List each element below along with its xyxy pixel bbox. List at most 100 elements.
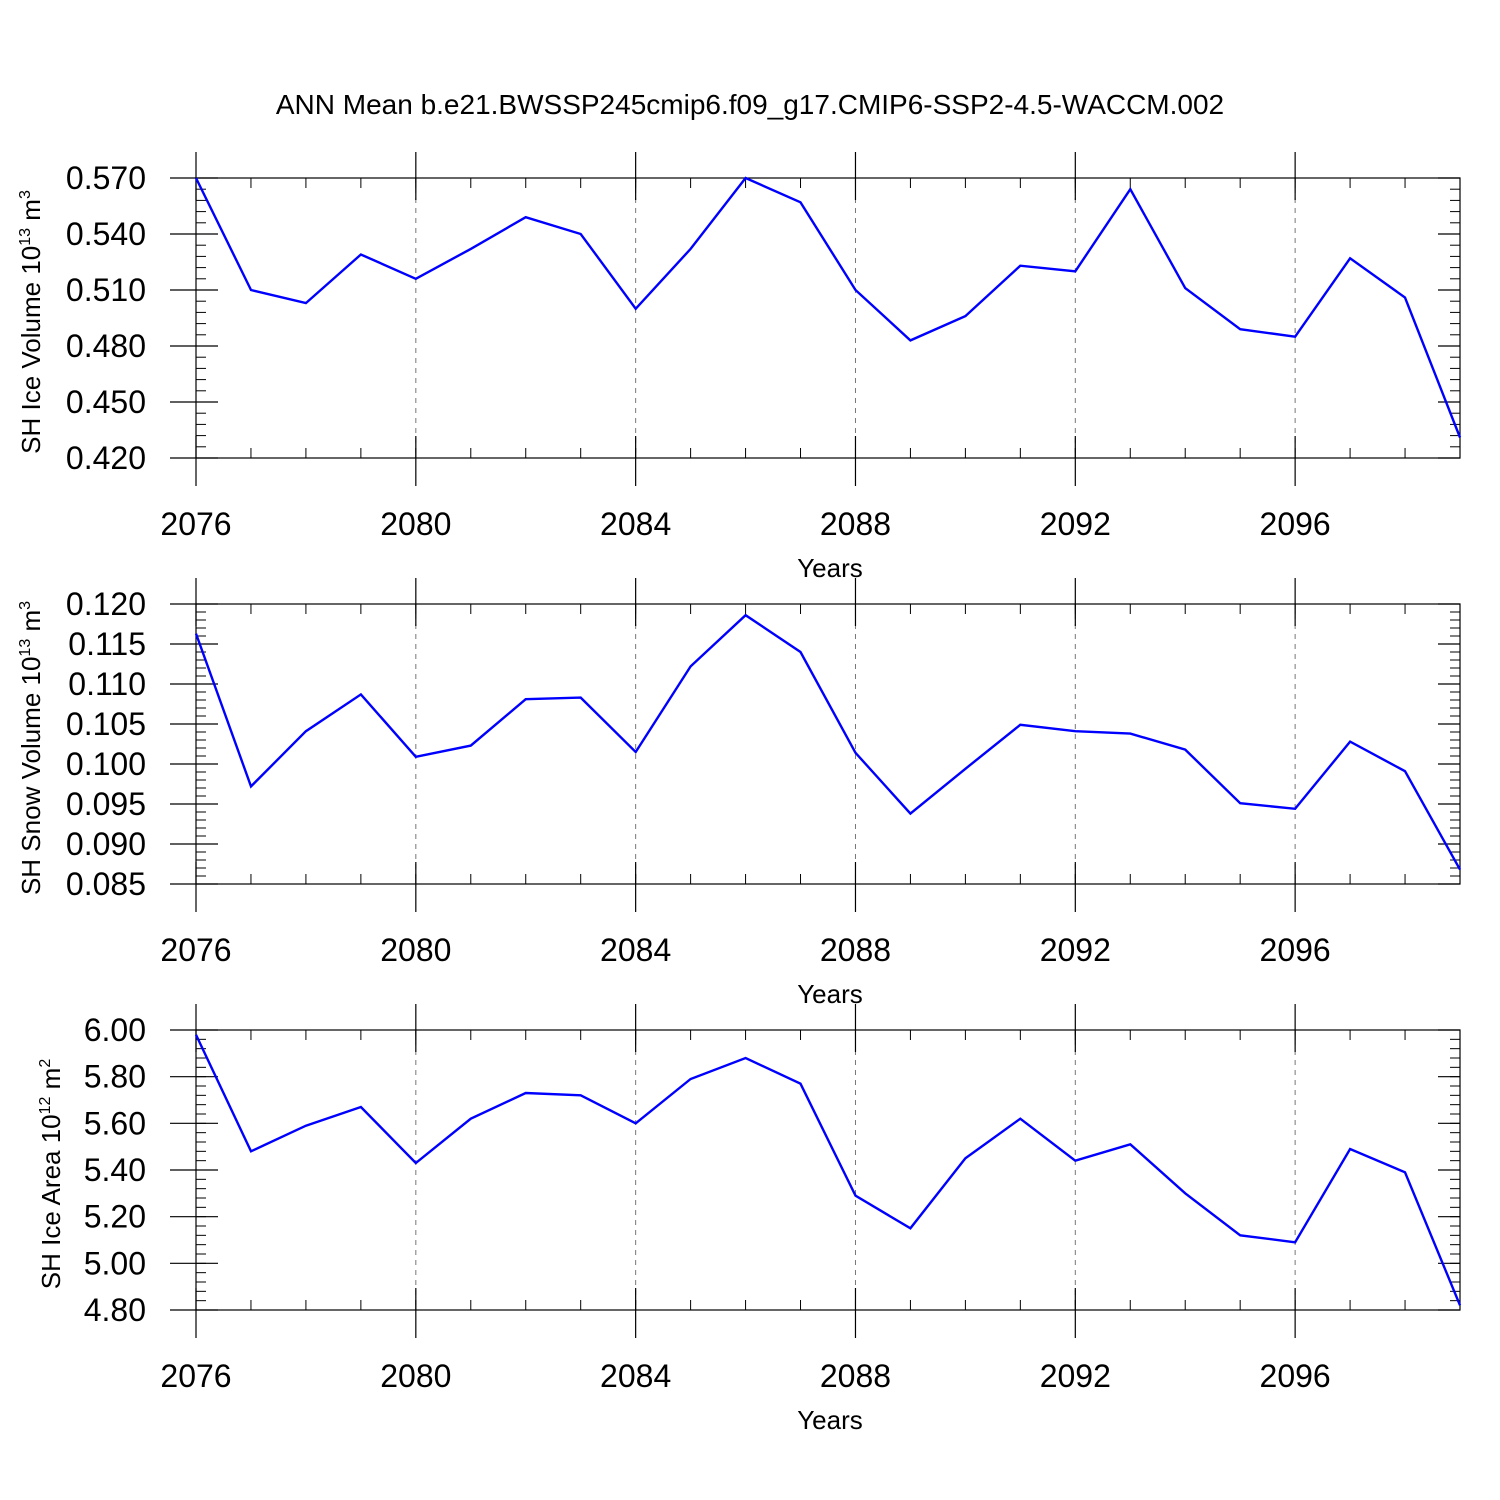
data-point [799,650,803,654]
data-point [469,247,473,251]
data-point [249,288,253,292]
y-tick-label: 4.80 [84,1292,146,1328]
data-point [1018,264,1022,268]
data-point [414,1161,418,1165]
data-point [1458,435,1462,439]
x-tick-label: 2076 [160,1358,231,1394]
y-tick-label: 0.110 [68,666,146,702]
y-axis-title-part: SH Ice Area 10 [36,1114,66,1289]
y-axis-title-part: m [16,610,46,639]
x-tick-label: 2084 [600,1358,671,1394]
y-tick-label: 0.085 [66,866,146,902]
y-axis-title-part: 12 [37,1096,54,1114]
data-point [744,176,748,180]
series-line [194,613,1462,871]
data-point [304,729,308,733]
data-point [1128,187,1132,191]
data-point [634,750,638,754]
data-point [799,200,803,204]
y-tick-label: 0.105 [66,706,146,742]
y-axis-title-part: SH Snow Volume 10 [16,657,46,895]
data-point [359,1105,363,1109]
data-point [194,632,198,636]
data-point [1073,1159,1077,1163]
x-tick-label: 2096 [1260,1358,1331,1394]
x-tick-label: 2088 [820,932,891,968]
x-tick-label: 2080 [380,506,451,542]
x-tick-label: 2096 [1260,932,1331,968]
x-tick-label: 2092 [1040,506,1111,542]
plot-frame [195,177,1461,459]
y-tick-label: 0.420 [66,440,146,476]
x-tick-label: 2080 [380,932,451,968]
data-point [1128,732,1132,736]
x-tick-label: 2084 [600,932,671,968]
data-point [963,767,967,771]
data-point [1458,1303,1462,1307]
y-tick-label: 0.090 [66,826,146,862]
x-tick-label: 2088 [820,1358,891,1394]
data-point [634,1121,638,1125]
y-axis-title: SH Ice Volume 1013 m3 [16,190,46,454]
y-tick-label: 0.115 [68,626,146,662]
x-axis-title: Years [797,553,863,583]
series-line [194,176,1462,438]
data-point [1238,1233,1242,1237]
data-point [1073,729,1077,733]
data-point [853,751,857,755]
y-tick-label: 0.450 [66,384,146,420]
data-point [1403,1170,1407,1174]
panels: 2076 2080 2084 2088 2092 2096 0.420 0.450 0.480 0… [16,152,1462,1435]
y-axis-title-part: 13 [17,639,34,657]
data-point [689,247,693,251]
data-point [1073,269,1077,273]
x-axis-title: Years [797,979,863,1009]
x-tick-label: 2076 [160,932,231,968]
data-point [963,1156,967,1160]
y-tick-label: 0.570 [66,160,146,196]
data-point [1403,769,1407,773]
panel-2: 2076 2080 2084 2088 2092 2096 0.085 0.090 0.095 0… [16,578,1462,1009]
data-point [744,1056,748,1060]
data-point [1238,801,1242,805]
data-point [194,176,198,180]
data-point [524,215,528,219]
x-tick-label: 2084 [600,506,671,542]
series-line [194,1034,1462,1306]
data-point [1293,1240,1297,1244]
y-axis-title-part: 2 [37,1059,54,1068]
x-tick-label: 2076 [160,506,231,542]
data-point [908,1226,912,1230]
data-point [579,232,583,236]
x-tick-label: 2088 [820,506,891,542]
x-tick-label: 2092 [1040,1358,1111,1394]
data-point [1183,1191,1187,1195]
x-axis-title: Years [797,1405,863,1435]
data-point [579,1093,583,1097]
y-tick-label: 0.095 [66,786,146,822]
y-tick-label: 5.20 [84,1199,146,1235]
y-axis-title-part: 3 [17,190,34,199]
data-point [853,288,857,292]
y-axis-title-part: 13 [17,228,34,246]
data-point [304,301,308,305]
data-point [524,1091,528,1095]
x-tick-label: 2080 [380,1358,451,1394]
y-tick-label: 5.80 [84,1059,146,1095]
y-tick-label: 0.480 [66,328,146,364]
data-point [1128,1142,1132,1146]
data-point [908,338,912,342]
data-point [194,1033,198,1037]
data-point [304,1124,308,1128]
data-point [1018,1117,1022,1121]
y-axis-title-part: m [16,199,46,228]
data-point [963,314,967,318]
data-point [414,755,418,759]
data-point [469,744,473,748]
data-point [469,1117,473,1121]
y-axis-title: SH Snow Volume 1013 m3 [16,601,46,895]
data-point [359,253,363,257]
data-point [744,613,748,617]
y-tick-label: 5.60 [84,1105,146,1141]
data-point [414,277,418,281]
